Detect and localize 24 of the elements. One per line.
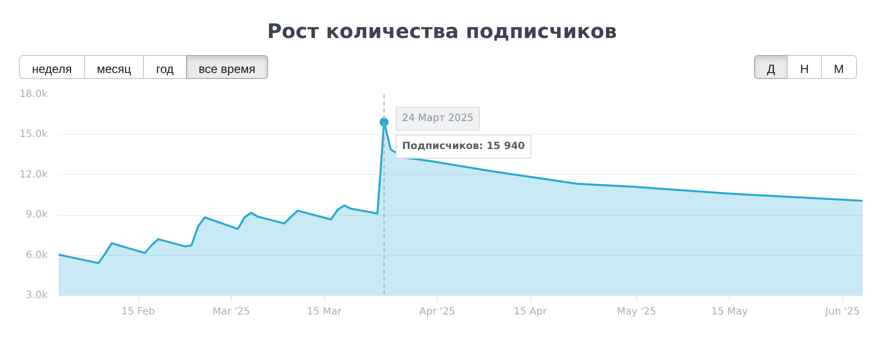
x-tick-label: 15 Apr [514, 306, 548, 318]
text: Д [754, 55, 788, 79]
text: месяц [84, 55, 144, 79]
y-tick-label: 15.0k [19, 129, 48, 140]
x-tick-label: 15 Feb [121, 306, 156, 318]
x-tick-label: Mar '25 [212, 306, 250, 318]
x-tick-label: May '25 [616, 306, 656, 318]
text: год [143, 55, 187, 79]
text: неделя [19, 55, 85, 79]
x-tick-label: 15 Mar [306, 306, 343, 318]
text: Н [787, 55, 822, 79]
x-tick-label: Apr '25 [419, 306, 456, 318]
y-tick-label: 6.0k [26, 250, 48, 261]
y-tick-label: 9.0k [26, 210, 48, 221]
y-tick-label: 18.0k [19, 89, 48, 100]
chart-title: Рост количества подписчиков [267, 18, 617, 45]
y-tick-label: 12.0k [19, 169, 48, 180]
annotation: 24 Март 2025 [402, 113, 474, 124]
y-tick-label: 3.0k [26, 290, 48, 301]
annotation: Подписчиков: 15 940 [402, 141, 525, 152]
x-tick-label: 15 May [711, 306, 748, 318]
text: М [820, 55, 857, 79]
x-tick-label: Jun '25 [824, 306, 860, 318]
text: все время [186, 55, 268, 79]
